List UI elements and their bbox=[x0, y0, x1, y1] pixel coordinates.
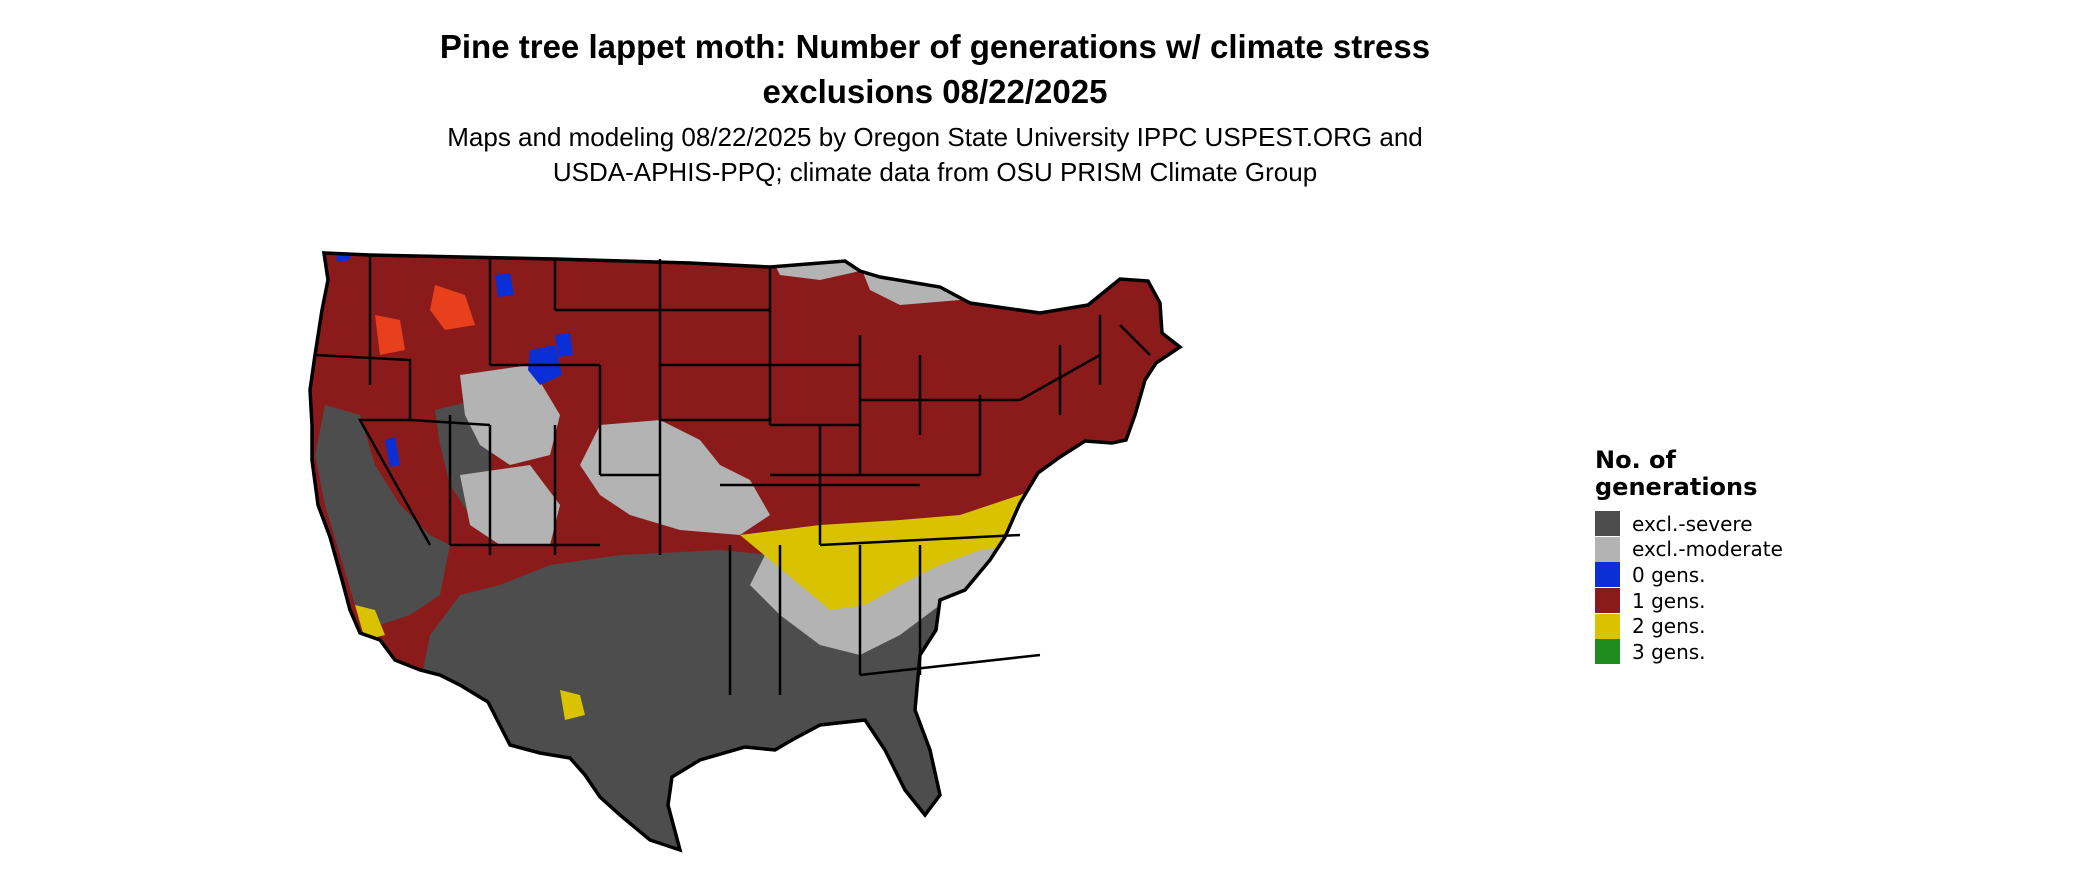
legend-swatch-1-gens bbox=[1595, 588, 1620, 614]
zone-3-gens-florida bbox=[900, 845, 945, 850]
zone-2-gens-california bbox=[355, 605, 385, 640]
zone-excl-moderate-utah bbox=[460, 365, 560, 465]
zone-excl-moderate-plains bbox=[580, 420, 770, 535]
map-title-line-1: Pine tree lappet moth: Number of generat… bbox=[439, 28, 1431, 65]
legend-swatch-excl-moderate bbox=[1595, 536, 1620, 562]
state-borders bbox=[314, 255, 1151, 695]
border-west bbox=[314, 353, 491, 546]
legend-item-3-gens: 3 gens. bbox=[1595, 639, 1783, 665]
map-title-line-2: exclusions 08/22/2025 bbox=[762, 73, 1108, 110]
border-southwest bbox=[450, 365, 662, 555]
us-generations-map bbox=[308, 251, 1183, 853]
zone-0-gens-wyoming bbox=[495, 273, 514, 297]
legend-title-line-2: generations bbox=[1595, 473, 1758, 501]
legend-item-excl-severe: excl.-severe bbox=[1595, 511, 1783, 537]
map-title: Pine tree lappet moth: Number of generat… bbox=[300, 24, 1570, 114]
legend-item-1-gens: 1 gens. bbox=[1595, 588, 1783, 614]
zone-excl-moderate-arizona bbox=[460, 465, 560, 545]
legend-label-0-gens: 0 gens. bbox=[1632, 562, 1706, 587]
legend-swatch-3-gens bbox=[1595, 639, 1620, 665]
map-subtitle-line-2: USDA-APHIS-PPQ; climate data from OSU PR… bbox=[552, 157, 1318, 187]
legend-item-excl-moderate: excl.-moderate bbox=[1595, 536, 1783, 563]
us-outline bbox=[308, 251, 1183, 853]
zone-excl-moderate-carolina bbox=[1020, 505, 1100, 565]
zone-0-gens-rockies bbox=[555, 333, 573, 357]
legend-label-excl-severe: excl.-severe bbox=[1632, 511, 1753, 536]
zone-1-gens-bright-idaho bbox=[375, 315, 405, 355]
map-subtitle-line-1: Maps and modeling 08/22/2025 by Oregon S… bbox=[447, 122, 1423, 152]
legend: No. of generations excl.-severe excl.-mo… bbox=[1595, 447, 1783, 665]
legend-title-line-1: No. of bbox=[1595, 446, 1676, 474]
legend-item-2-gens: 2 gens. bbox=[1595, 613, 1783, 639]
zone-1-gens-bright-montana bbox=[430, 285, 475, 330]
legend-label-2-gens: 2 gens. bbox=[1632, 614, 1706, 639]
zone-excl-severe-california bbox=[315, 405, 450, 625]
legend-label-3-gens: 3 gens. bbox=[1632, 639, 1706, 664]
border-plains bbox=[658, 259, 772, 475]
border-northeast bbox=[1019, 315, 1151, 415]
legend-swatch-2-gens bbox=[1595, 613, 1620, 639]
legend-swatch-0-gens bbox=[1595, 562, 1620, 588]
zone-2-gens-southeast bbox=[740, 485, 1060, 610]
border-northern-rockies bbox=[368, 255, 660, 385]
map-subtitle: Maps and modeling 08/22/2025 by Oregon S… bbox=[300, 120, 1570, 190]
zone-0-gens-sierra bbox=[385, 437, 400, 467]
border-south bbox=[720, 473, 1041, 695]
legend-title: No. of generations bbox=[1595, 447, 1783, 501]
legend-swatch-excl-severe bbox=[1595, 511, 1620, 537]
legend-label-1-gens: 1 gens. bbox=[1632, 588, 1706, 613]
legend-label-excl-moderate: excl.-moderate bbox=[1632, 537, 1783, 562]
zone-2-gens-texas bbox=[560, 690, 585, 720]
legend-item-0-gens: 0 gens. bbox=[1595, 562, 1783, 588]
